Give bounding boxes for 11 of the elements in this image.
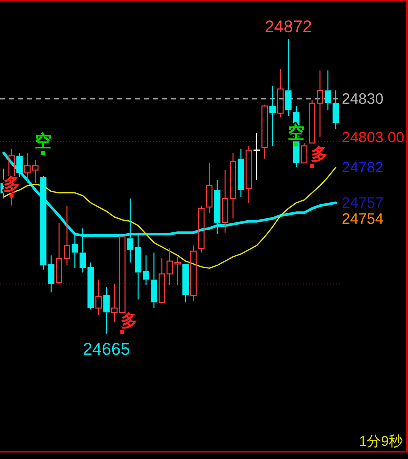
y-tick-label: 24803.00 [342, 130, 405, 147]
price-label: 24754 [342, 211, 384, 228]
annotation: 1分9秒 [359, 433, 403, 449]
y-tick-label: 24830 [342, 91, 384, 108]
signal-label: 多 [121, 312, 138, 330]
signal-label: 多 [310, 145, 328, 164]
signal-label: 空 [35, 132, 52, 152]
y-tick-label: 24782 [342, 159, 384, 176]
annotation: 24665 [83, 340, 130, 359]
annotation: 24872 [264, 17, 312, 36]
y-tick-label: 24757 [342, 195, 384, 212]
